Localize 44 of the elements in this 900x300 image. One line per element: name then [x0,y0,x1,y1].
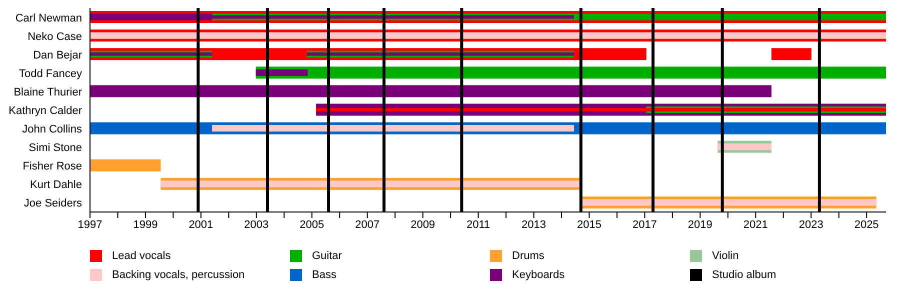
bar [256,66,886,79]
legend-label: Bass [312,268,336,280]
x-tick-label: 1997 [78,218,102,231]
x-tick-label: 2003 [244,218,269,231]
bar [212,124,574,132]
bar [90,85,772,98]
x-tick-label: 2019 [688,218,712,231]
x-tick-label: 2021 [743,218,768,231]
y-tick-label: Joe Seiders [24,198,82,210]
legend-label: Keyboards [512,268,565,280]
x-tick-label: 2007 [355,218,380,231]
y-tick-label: Kurt Dahle [30,179,82,192]
bar [256,69,308,76]
x-tick-label: 2015 [576,218,602,231]
bar [90,32,886,39]
y-tick-label: Dan Bejar [33,49,82,62]
bar [771,48,812,60]
y-tick-label: Carl Newman [15,12,82,24]
legend-label: Violin [712,250,739,262]
y-tick-label: Blaine Thurier [14,86,82,98]
legend-label: Backing vocals, percussion [112,268,245,280]
bar [718,144,772,150]
x-tick-label: 2023 [798,218,824,231]
x-tick-label: 2005 [300,218,324,231]
legend-label: Studio album [712,268,776,280]
y-tick-label: Fisher Rose [22,160,82,173]
bar [581,199,876,206]
y-tick-label: Simi Stone [28,142,82,154]
x-tick-label: 2017 [632,218,657,231]
y-tick-label: Kathryn Calder [8,105,82,117]
y-tick-label: John Collins [22,124,82,136]
legend-label: Guitar [312,250,342,262]
x-tick-label: 2011 [466,218,490,231]
x-tick-label: 2001 [188,218,214,231]
y-tick-label: Todd Fancey [19,68,82,80]
bar [90,159,161,172]
x-tick-label: 2025 [854,218,879,231]
legend-label: Lead vocals [112,250,171,262]
legend-label: Drums [512,250,544,262]
x-tick-label: 1999 [133,218,158,231]
x-tick-label: 2013 [522,218,546,231]
y-tick-label: Neko Case [28,30,82,43]
bar [316,108,886,112]
x-tick-label: 2009 [410,218,436,231]
